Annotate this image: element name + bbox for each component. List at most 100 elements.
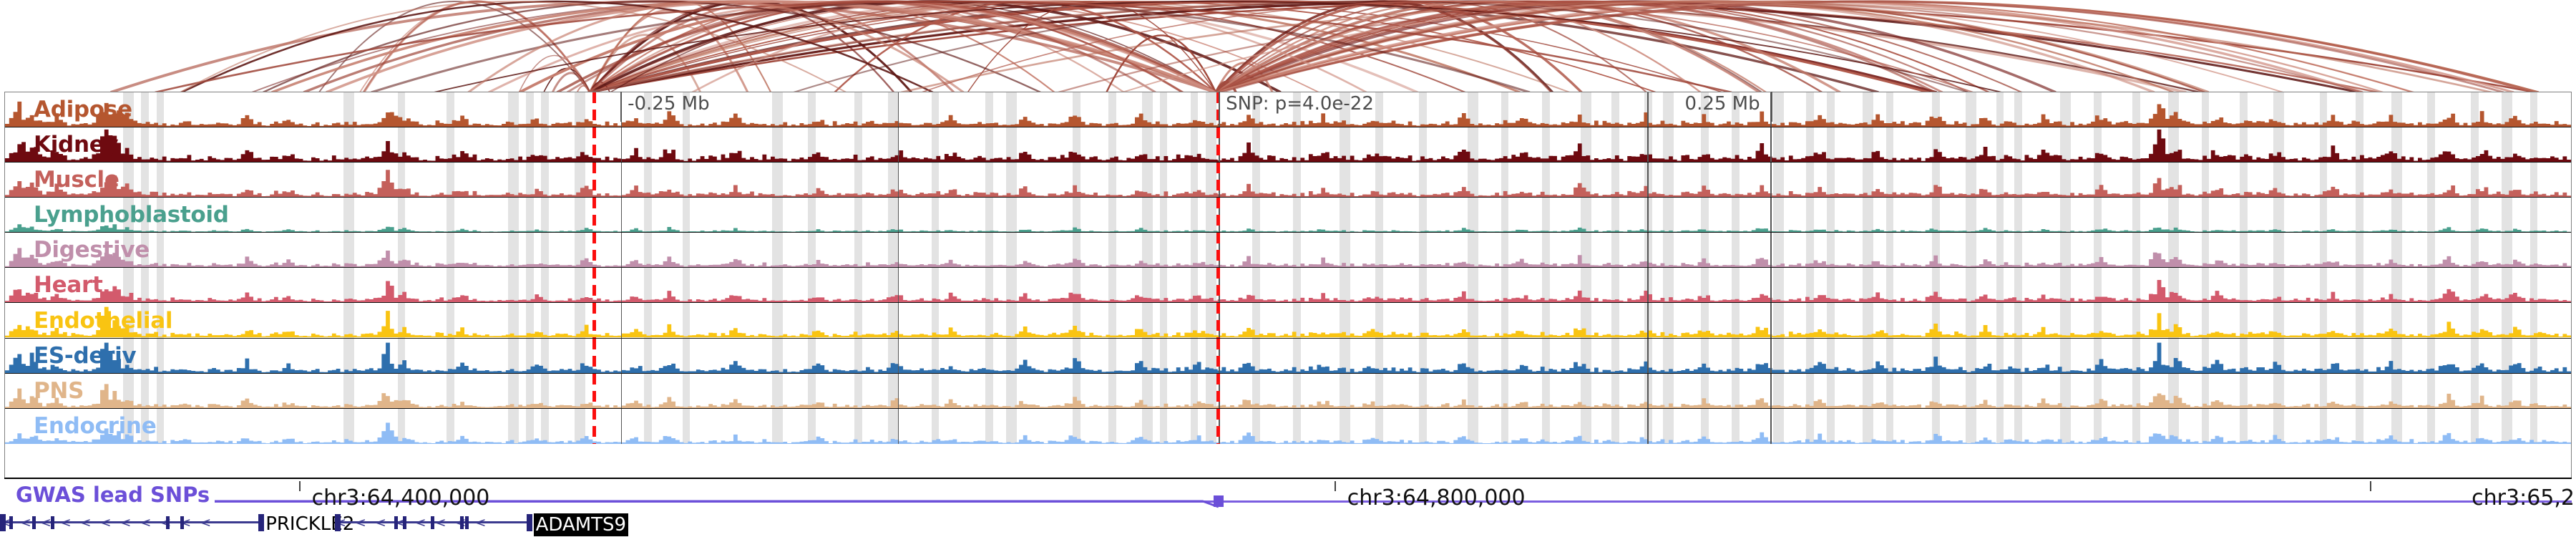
dhs-shaded-band bbox=[2355, 373, 2363, 408]
dhs-shaded-band bbox=[2529, 127, 2538, 163]
dhs-shaded-band bbox=[1611, 268, 1619, 303]
dhs-shaded-band bbox=[575, 268, 586, 303]
dhs-shaded-band bbox=[156, 198, 165, 233]
signal-track-kidney[interactable]: Kidney bbox=[5, 127, 2571, 163]
dhs-shaded-band bbox=[2014, 268, 2022, 303]
dhs-shaded-band bbox=[2471, 373, 2479, 408]
dhs-shaded-band bbox=[1996, 198, 2004, 233]
dhs-shaded-band bbox=[854, 198, 862, 233]
signal-track-muscle[interactable]: Muscle bbox=[5, 163, 2571, 198]
dhs-shaded-band bbox=[1190, 92, 1199, 127]
dhs-shaded-band bbox=[682, 233, 691, 268]
dhs-shaded-band bbox=[1293, 408, 1301, 444]
dhs-shaded-band bbox=[1827, 338, 1835, 373]
coordinate-label: chr3:64,400,000 bbox=[311, 485, 490, 511]
dhs-shaded-band bbox=[1108, 373, 1116, 408]
dhs-shaded-band bbox=[2094, 303, 2102, 338]
dhs-shaded-band bbox=[2014, 92, 2022, 127]
gene-end-cap bbox=[335, 514, 341, 531]
dhs-shaded-band bbox=[141, 233, 149, 268]
gene-label-adamts9[interactable]: ADAMTS9 bbox=[533, 513, 629, 536]
dhs-shaded-band bbox=[507, 233, 519, 268]
dhs-shaded-band bbox=[1141, 163, 1153, 198]
dhs-shaded-band bbox=[541, 303, 550, 338]
chromatin-loop-arc bbox=[318, 1, 591, 93]
dhs-shaded-band bbox=[1468, 408, 1479, 444]
dhs-shaded-band bbox=[2240, 338, 2248, 373]
dhs-shaded-band bbox=[1190, 163, 1199, 198]
dhs-shaded-band bbox=[2529, 303, 2538, 338]
ruler-guide-line bbox=[620, 338, 623, 373]
snp-marker-line bbox=[592, 303, 597, 338]
dhs-shaded-band bbox=[1141, 127, 1153, 163]
dhs-shaded-band bbox=[1611, 408, 1619, 444]
dhs-shaded-band bbox=[1732, 408, 1740, 444]
dhs-shaded-band bbox=[1501, 373, 1509, 408]
dhs-shaded-band bbox=[1996, 338, 2004, 373]
snp-marker-line bbox=[1216, 338, 1220, 373]
dhs-shaded-band bbox=[525, 338, 534, 373]
dhs-shaded-band bbox=[1252, 127, 1260, 163]
dhs-shaded-band bbox=[1141, 233, 1153, 268]
dhs-shaded-band bbox=[2355, 163, 2363, 198]
signal-track-es-deriv[interactable]: ES-deriv bbox=[5, 338, 2571, 374]
dhs-shaded-band bbox=[1701, 127, 1709, 163]
signal-track-stack: Adipose Kidney Muscle Lymphoblastoid Digesti… bbox=[4, 92, 2572, 478]
dhs-shaded-band bbox=[507, 198, 519, 233]
dhs-shaded-band bbox=[446, 338, 454, 373]
dhs-shaded-band bbox=[2355, 338, 2363, 373]
dhs-shaded-band bbox=[1418, 233, 1427, 268]
dhs-shaded-band bbox=[1772, 268, 1784, 303]
chromatin-loop-arc bbox=[793, 0, 1969, 93]
dhs-shaded-band bbox=[1965, 373, 1976, 408]
signal-profile bbox=[5, 307, 2571, 338]
dhs-shaded-band bbox=[446, 198, 454, 233]
dhs-shaded-band bbox=[507, 373, 519, 408]
dhs-shaded-band bbox=[1293, 338, 1301, 373]
signal-track-endocrine[interactable]: Endocrine bbox=[5, 408, 2571, 444]
signal-track-endothelial[interactable]: Endothelial bbox=[5, 303, 2571, 339]
dhs-shaded-band bbox=[2529, 233, 2538, 268]
dhs-shaded-band bbox=[2319, 127, 2328, 163]
dhs-shaded-band bbox=[1190, 373, 1199, 408]
ruler-guide-line bbox=[1770, 127, 1772, 163]
dhs-shaded-band bbox=[156, 163, 165, 198]
dhs-shaded-band bbox=[1206, 198, 1217, 233]
dhs-shaded-band bbox=[2502, 127, 2513, 163]
dhs-shaded-band bbox=[2060, 92, 2072, 127]
dhs-shaded-band bbox=[1542, 198, 1550, 233]
dhs-shaded-band bbox=[2273, 303, 2285, 338]
dhs-shaded-band bbox=[808, 408, 816, 444]
dhs-shaded-band bbox=[2355, 92, 2363, 127]
dhs-shaded-band bbox=[2427, 92, 2435, 127]
dhs-shaded-band bbox=[122, 233, 134, 268]
dhs-shaded-band bbox=[507, 127, 519, 163]
gene-body-prickle2[interactable] bbox=[0, 521, 263, 523]
arc-svg bbox=[110, 0, 2540, 93]
gwas-lead-snp-feature[interactable] bbox=[1213, 495, 1224, 507]
dhs-shaded-band bbox=[1375, 127, 1383, 163]
dhs-shaded-band bbox=[1863, 198, 1874, 233]
dhs-shaded-band bbox=[1005, 268, 1017, 303]
dhs-shaded-band bbox=[985, 373, 993, 408]
signal-track-pns[interactable]: PNS bbox=[5, 373, 2571, 409]
dhs-shaded-band bbox=[2471, 163, 2479, 198]
dhs-shaded-band bbox=[1644, 198, 1653, 233]
dhs-shaded-band bbox=[575, 92, 586, 127]
dhs-shaded-band bbox=[1190, 408, 1199, 444]
signal-track-lymphoblastoid[interactable]: Lymphoblastoid bbox=[5, 198, 2571, 233]
dhs-shaded-band bbox=[1732, 233, 1740, 268]
dhs-shaded-band bbox=[507, 92, 519, 127]
dhs-shaded-band bbox=[1772, 92, 1784, 127]
signal-track-digestive[interactable]: Digestive bbox=[5, 233, 2571, 268]
dhs-shaded-band bbox=[1375, 338, 1383, 373]
dhs-shaded-band bbox=[2427, 198, 2435, 233]
dhs-shaded-band bbox=[2319, 408, 2328, 444]
dhs-shaded-band bbox=[1108, 198, 1116, 233]
dhs-shaded-band bbox=[2240, 373, 2248, 408]
chromatin-loop-arc-panel bbox=[0, 0, 2576, 93]
signal-track-adipose[interactable]: Adipose bbox=[5, 92, 2571, 128]
dhs-shaded-band bbox=[1965, 303, 1976, 338]
signal-track-heart[interactable]: Heart bbox=[5, 268, 2571, 304]
dhs-shaded-band bbox=[1932, 303, 1940, 338]
